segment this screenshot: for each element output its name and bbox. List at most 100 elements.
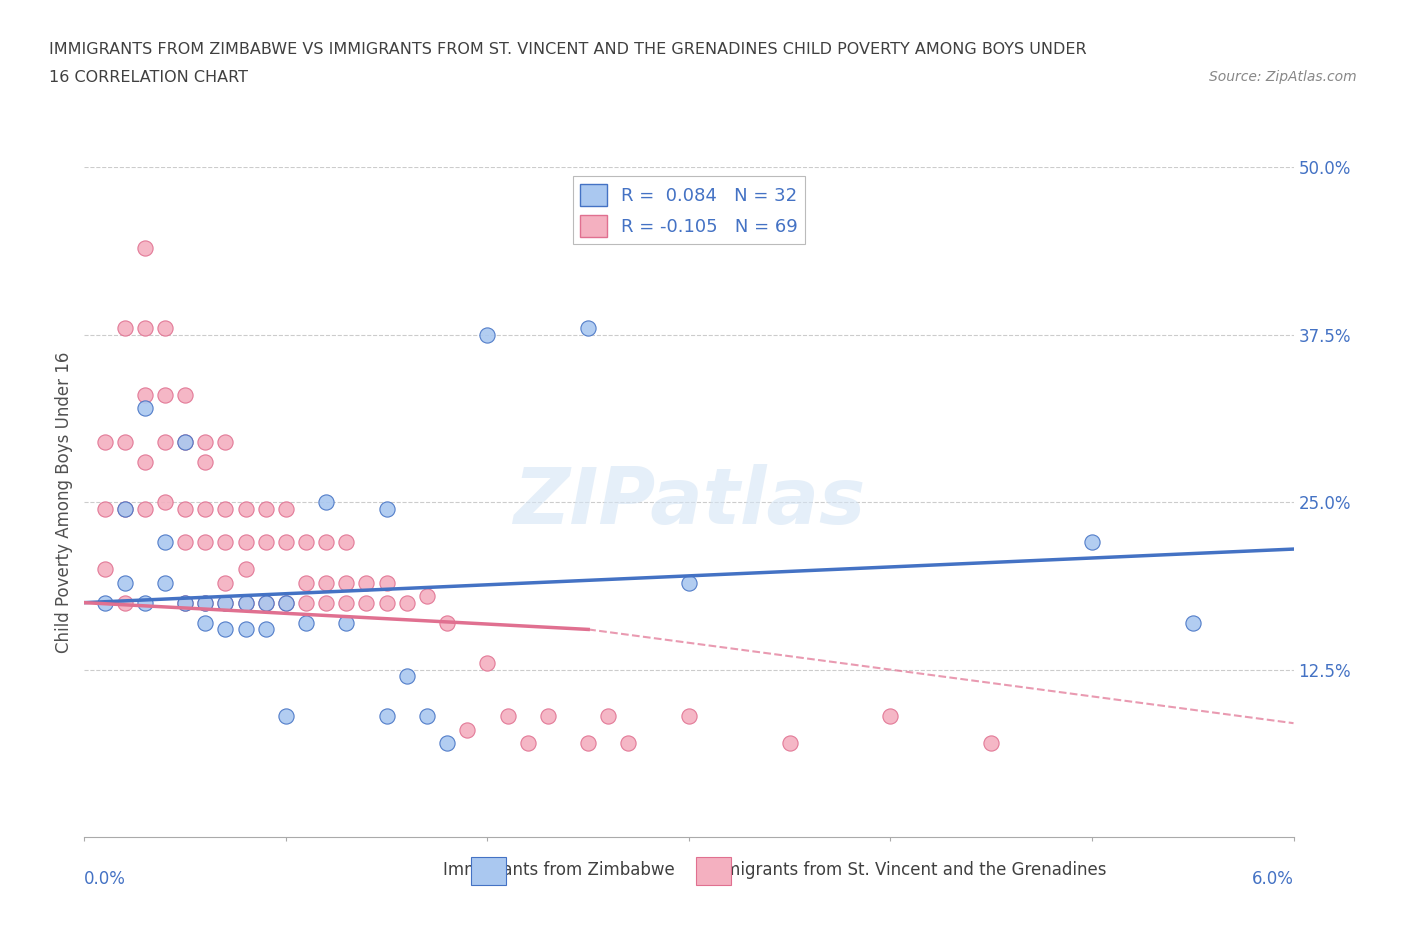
Point <box>93 595 115 610</box>
Point <box>254 622 277 637</box>
Point <box>134 501 156 516</box>
Point <box>214 595 236 610</box>
Point <box>114 321 136 336</box>
Point <box>416 709 439 724</box>
Point <box>295 616 318 631</box>
Point <box>214 501 236 516</box>
Point <box>477 327 499 342</box>
Point <box>134 388 156 403</box>
Point <box>134 595 156 610</box>
Point <box>295 575 318 590</box>
Point <box>617 736 640 751</box>
Point <box>153 388 176 403</box>
Point <box>356 595 378 610</box>
Point <box>335 616 357 631</box>
Point <box>153 495 176 510</box>
Point <box>598 709 620 724</box>
Point <box>235 501 257 516</box>
Point <box>274 501 297 516</box>
Point <box>678 709 700 724</box>
Point <box>416 589 439 604</box>
Point <box>879 709 901 724</box>
Point <box>114 434 136 449</box>
Point <box>315 595 337 610</box>
Point <box>134 240 156 255</box>
Point <box>274 535 297 550</box>
Text: Immigrants from St. Vincent and the Grenadines: Immigrants from St. Vincent and the Gren… <box>703 860 1107 879</box>
Point <box>194 535 217 550</box>
Point <box>114 501 136 516</box>
Point <box>335 595 357 610</box>
Point <box>315 535 337 550</box>
Point <box>678 575 700 590</box>
Point <box>153 434 176 449</box>
Point <box>254 595 277 610</box>
Text: IMMIGRANTS FROM ZIMBABWE VS IMMIGRANTS FROM ST. VINCENT AND THE GRENADINES CHILD: IMMIGRANTS FROM ZIMBABWE VS IMMIGRANTS F… <box>49 42 1087 57</box>
Point <box>93 562 115 577</box>
Point <box>214 595 236 610</box>
Point <box>153 321 176 336</box>
Point <box>93 501 115 516</box>
Point <box>576 736 599 751</box>
Point <box>477 656 499 671</box>
Point <box>214 535 236 550</box>
Point <box>214 622 236 637</box>
Point <box>496 709 519 724</box>
Point <box>375 709 398 724</box>
Point <box>295 595 318 610</box>
Point <box>516 736 538 751</box>
Point <box>114 501 136 516</box>
Point <box>134 321 156 336</box>
Point <box>235 622 257 637</box>
Point <box>537 709 560 724</box>
Point <box>375 575 398 590</box>
Point <box>395 669 418 684</box>
Text: ZIPatlas: ZIPatlas <box>513 464 865 540</box>
Point <box>174 535 197 550</box>
Point <box>335 535 357 550</box>
Text: Immigrants from Zimbabwe: Immigrants from Zimbabwe <box>443 860 675 879</box>
Point <box>214 575 236 590</box>
Point <box>174 501 197 516</box>
Point <box>235 562 257 577</box>
Point <box>114 595 136 610</box>
Point <box>254 595 277 610</box>
Point <box>194 595 217 610</box>
Text: Source: ZipAtlas.com: Source: ZipAtlas.com <box>1209 70 1357 84</box>
Point <box>194 595 217 610</box>
Point <box>295 535 318 550</box>
Point <box>375 501 398 516</box>
Point <box>274 595 297 610</box>
Point <box>779 736 801 751</box>
Point <box>315 575 337 590</box>
Point <box>436 616 458 631</box>
Point <box>456 723 478 737</box>
Y-axis label: Child Poverty Among Boys Under 16: Child Poverty Among Boys Under 16 <box>55 352 73 653</box>
Text: 16 CORRELATION CHART: 16 CORRELATION CHART <box>49 70 249 85</box>
Point <box>436 736 458 751</box>
Point <box>375 595 398 610</box>
Text: 6.0%: 6.0% <box>1251 870 1294 887</box>
Point <box>1081 535 1104 550</box>
Point <box>194 434 217 449</box>
Point <box>335 575 357 590</box>
Point <box>174 434 197 449</box>
Point <box>356 575 378 590</box>
Point <box>134 401 156 416</box>
Point <box>174 595 197 610</box>
Point <box>980 736 1002 751</box>
Point <box>274 709 297 724</box>
Point <box>235 595 257 610</box>
Point <box>194 455 217 470</box>
Text: 0.0%: 0.0% <box>84 870 127 887</box>
Point <box>254 501 277 516</box>
Point <box>153 575 176 590</box>
Point <box>395 595 418 610</box>
Point <box>174 595 197 610</box>
Legend: R =  0.084   N = 32, R = -0.105   N = 69: R = 0.084 N = 32, R = -0.105 N = 69 <box>572 177 806 244</box>
Point <box>235 535 257 550</box>
Point <box>235 595 257 610</box>
Point <box>254 535 277 550</box>
Point <box>315 495 337 510</box>
Point <box>114 575 136 590</box>
